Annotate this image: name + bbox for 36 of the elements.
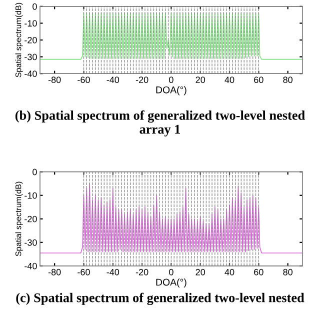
- text: (b) Spatial spectrum of generalized two-level nested array 1: [15, 110, 305, 136]
- line-series: [40, 183, 302, 254]
- y-axis-title: Spatial spectrum(dB): [15, 2, 23, 78]
- y-tick-label: -10: [24, 20, 37, 27]
- x-tick-label: 0: [169, 76, 174, 84]
- line-series: [40, 12, 302, 60]
- x-tick-label: 80: [283, 76, 292, 84]
- y-tick-label: -40: [24, 262, 37, 270]
- x-tick-label: -80: [48, 268, 61, 276]
- x-tick-label: -60: [78, 76, 90, 84]
- x-tick-label: -60: [78, 268, 90, 276]
- y-tick-label: -10: [24, 192, 37, 199]
- x-tick-label: -40: [106, 268, 120, 276]
- y-axis-title: Spatial spectrum(dB): [15, 182, 23, 256]
- x-axis-title: DOA(°): [156, 86, 186, 96]
- x-tick-label: 20: [196, 268, 206, 276]
- y-tick-label: 0: [32, 168, 37, 176]
- x-tick-label: 20: [196, 76, 206, 84]
- x-tick-label: 40: [224, 268, 234, 276]
- text: (c) Spatial spectrum of generalized two-level nested: [16, 292, 304, 306]
- y-tick-label: -20: [24, 36, 37, 44]
- x-tick-label: -80: [48, 76, 61, 84]
- y-tick-label: 0: [32, 3, 37, 10]
- x-tick-label: 80: [283, 268, 292, 276]
- x-tick-label: 0: [169, 268, 174, 276]
- x-tick-label: -40: [106, 76, 120, 84]
- x-tick-label: 40: [224, 76, 234, 84]
- y-tick-label: -20: [24, 216, 37, 222]
- x-tick-label: -20: [136, 268, 148, 276]
- x-axis-title: DOA(°): [156, 278, 186, 288]
- x-tick-label: -20: [136, 76, 148, 84]
- y-tick-label: -40: [24, 70, 37, 77]
- x-tick-label: 60: [254, 268, 264, 276]
- y-tick-label: -30: [24, 54, 37, 60]
- y-tick-label: -30: [24, 239, 37, 246]
- x-tick-label: 60: [254, 76, 264, 84]
